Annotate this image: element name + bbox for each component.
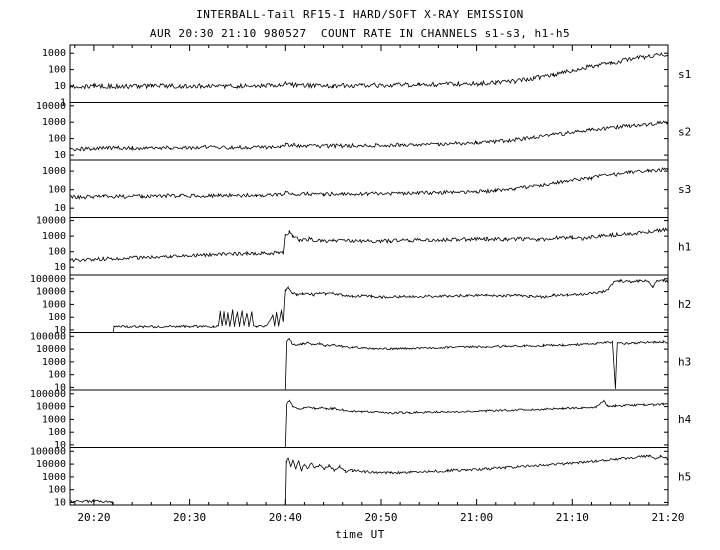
y-tick-label: 1000 — [42, 472, 66, 483]
panel-frame-h5 — [69, 447, 669, 506]
y-tick-label: 10000 — [36, 287, 66, 298]
panel-label-h5: h5 — [678, 470, 691, 483]
x-tick-label: 20:30 — [173, 511, 206, 524]
y-tick-label: 10000 — [36, 344, 66, 355]
y-tick-label: 10 — [54, 203, 66, 214]
x-tick-label: 20:40 — [269, 511, 302, 524]
y-tick-label: 1000 — [42, 48, 66, 59]
y-tick-label: 10 — [54, 497, 66, 508]
y-tick-label: 10000 — [36, 402, 66, 413]
y-tick-label: 1000 — [42, 357, 66, 368]
x-tick-label: 20:50 — [364, 511, 397, 524]
series-s2 — [69, 120, 669, 152]
series-h4 — [284, 399, 669, 448]
y-tick-label: 10 — [54, 325, 66, 336]
series-h1 — [69, 227, 669, 263]
y-tick-label: 10 — [54, 440, 66, 451]
y-tick-label: 10000 — [36, 459, 66, 470]
series-s3 — [69, 167, 669, 200]
panel-label-h1: h1 — [678, 240, 691, 253]
panel-label-h3: h3 — [678, 355, 691, 368]
y-tick-label: 10 — [54, 150, 66, 161]
y-tick-label: 100000 — [30, 331, 66, 342]
panel-label-h2: h2 — [678, 298, 691, 311]
x-tick-label: 21:10 — [556, 511, 589, 524]
y-tick-label: 1000 — [42, 414, 66, 425]
y-tick-label: 10000 — [36, 101, 66, 112]
y-tick-label: 100 — [48, 247, 66, 258]
y-tick-label: 100 — [48, 312, 66, 323]
y-tick-label: 100 — [48, 185, 66, 196]
y-tick-label: 10 — [54, 81, 66, 92]
panel-label-s1: s1 — [678, 68, 691, 81]
series-s1 — [69, 52, 669, 90]
y-tick-label: 100 — [48, 427, 66, 438]
y-tick-label: 100000 — [30, 446, 66, 457]
y-tick-label: 1000 — [42, 166, 66, 177]
y-tick-label: 10 — [54, 262, 66, 273]
panel-label-h4: h4 — [678, 413, 692, 426]
y-tick-label: 1 — [60, 98, 66, 109]
y-tick-label: 100 — [48, 485, 66, 496]
x-tick-label: 21:20 — [651, 511, 684, 524]
x-tick-label: 21:00 — [460, 511, 493, 524]
y-tick-label: 1000 — [42, 117, 66, 128]
series-h5 — [69, 454, 669, 506]
y-tick-label: 10000 — [36, 216, 66, 227]
x-axis-label: time UT — [335, 528, 385, 541]
series-h2 — [112, 278, 669, 333]
y-tick-label: 100 — [48, 370, 66, 381]
chart-title: INTERBALL-Tail RF15-I HARD/SOFT X-RAY EM… — [196, 8, 524, 21]
y-tick-label: 100000 — [30, 389, 66, 400]
y-tick-label: 1000 — [42, 299, 66, 310]
y-tick-label: 1000 — [42, 231, 66, 242]
panel-label-s3: s3 — [678, 183, 691, 196]
x-tick-label: 20:20 — [77, 511, 110, 524]
y-tick-label: 100 — [48, 134, 66, 145]
y-tick-label: 100 — [48, 65, 66, 76]
y-tick-label: 100000 — [30, 274, 66, 285]
chart-subtitle: AUR 20:30 21:10 980527 COUNT RATE IN CHA… — [149, 27, 571, 40]
panel-label-s2: s2 — [678, 125, 691, 138]
series-h3 — [284, 337, 669, 390]
y-tick-label: 10 — [54, 382, 66, 393]
